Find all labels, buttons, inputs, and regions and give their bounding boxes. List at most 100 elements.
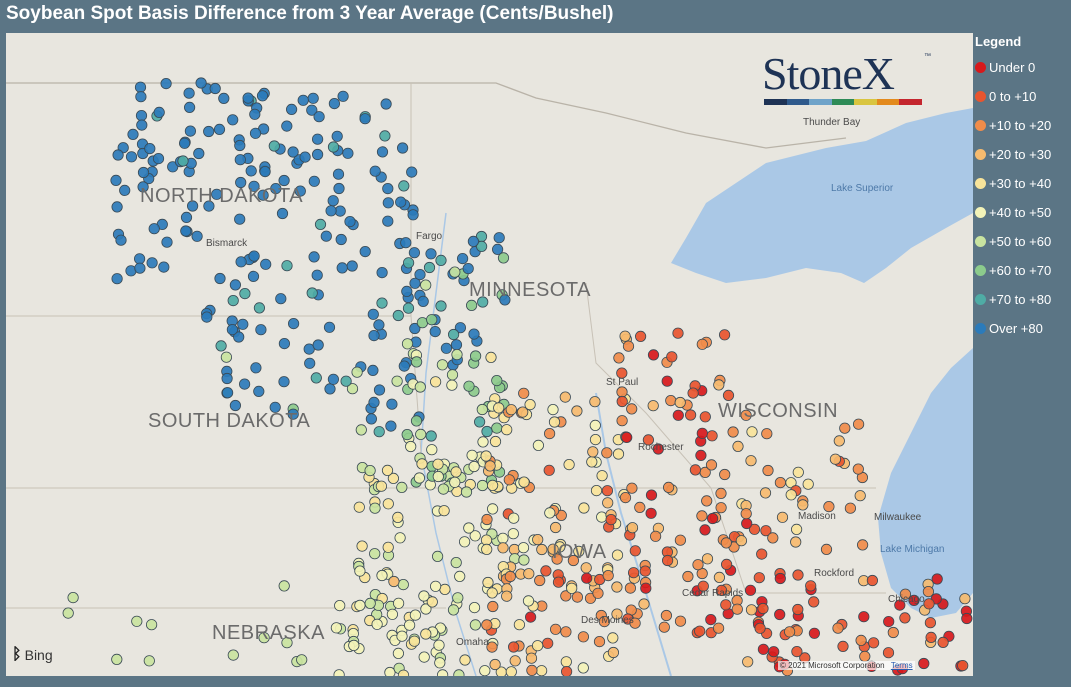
- elevator-marker[interactable]: [258, 632, 270, 644]
- elevator-marker[interactable]: [453, 669, 465, 676]
- elevator-marker[interactable]: [450, 466, 462, 478]
- elevator-marker[interactable]: [355, 424, 367, 436]
- elevator-marker[interactable]: [310, 372, 322, 384]
- elevator-marker[interactable]: [563, 458, 575, 471]
- elevator-marker[interactable]: [152, 153, 165, 165]
- elevator-marker[interactable]: [522, 595, 535, 607]
- elevator-marker[interactable]: [396, 630, 408, 642]
- elevator-marker[interactable]: [426, 314, 438, 326]
- elevator-marker[interactable]: [396, 481, 408, 493]
- elevator-marker[interactable]: [248, 180, 260, 192]
- elevator-marker[interactable]: [577, 631, 590, 643]
- elevator-marker[interactable]: [468, 460, 480, 473]
- elevator-marker[interactable]: [639, 565, 651, 577]
- elevator-marker[interactable]: [774, 476, 787, 489]
- elevator-marker[interactable]: [959, 593, 971, 605]
- elevator-marker[interactable]: [589, 419, 601, 431]
- elevator-marker[interactable]: [242, 92, 254, 104]
- elevator-marker[interactable]: [626, 522, 639, 534]
- elevator-marker[interactable]: [354, 565, 366, 577]
- elevator-marker[interactable]: [452, 592, 464, 604]
- elevator-marker[interactable]: [601, 447, 613, 459]
- elevator-marker[interactable]: [313, 111, 325, 123]
- elevator-marker[interactable]: [713, 571, 726, 584]
- elevator-marker[interactable]: [426, 596, 438, 608]
- elevator-marker[interactable]: [245, 165, 257, 177]
- elevator-marker[interactable]: [616, 367, 628, 379]
- elevator-marker[interactable]: [400, 237, 412, 249]
- elevator-marker[interactable]: [353, 501, 365, 513]
- elevator-marker[interactable]: [420, 603, 432, 615]
- elevator-marker[interactable]: [829, 453, 842, 465]
- elevator-marker[interactable]: [281, 637, 293, 649]
- elevator-marker[interactable]: [346, 383, 359, 395]
- elevator-marker[interactable]: [855, 634, 867, 647]
- elevator-marker[interactable]: [776, 511, 789, 523]
- elevator-marker[interactable]: [517, 406, 529, 418]
- elevator-marker[interactable]: [248, 250, 260, 262]
- elevator-marker[interactable]: [925, 631, 937, 644]
- elevator-marker[interactable]: [386, 398, 398, 410]
- elevator-marker[interactable]: [481, 543, 493, 556]
- elevator-marker[interactable]: [757, 643, 770, 655]
- elevator-marker[interactable]: [481, 513, 493, 526]
- legend-item[interactable]: +60 to +70: [975, 256, 1071, 285]
- elevator-marker[interactable]: [397, 669, 410, 676]
- elevator-marker[interactable]: [416, 458, 428, 470]
- elevator-marker[interactable]: [454, 322, 466, 334]
- elevator-marker[interactable]: [718, 329, 731, 341]
- elevator-marker[interactable]: [62, 607, 74, 619]
- elevator-marker[interactable]: [468, 601, 481, 614]
- elevator-marker[interactable]: [634, 330, 647, 342]
- elevator-marker[interactable]: [622, 340, 635, 352]
- elevator-marker[interactable]: [497, 252, 510, 264]
- elevator-marker[interactable]: [434, 657, 446, 669]
- elevator-marker[interactable]: [573, 545, 585, 558]
- elevator-marker[interactable]: [270, 183, 282, 195]
- elevator-marker[interactable]: [720, 558, 733, 571]
- elevator-marker[interactable]: [431, 550, 444, 563]
- elevator-marker[interactable]: [408, 247, 420, 259]
- elevator-marker[interactable]: [203, 125, 215, 138]
- elevator-marker[interactable]: [384, 666, 396, 676]
- elevator-marker[interactable]: [607, 646, 620, 659]
- elevator-marker[interactable]: [325, 205, 337, 217]
- elevator-marker[interactable]: [715, 487, 727, 499]
- elevator-marker[interactable]: [276, 207, 289, 220]
- elevator-marker[interactable]: [125, 151, 138, 163]
- elevator-marker[interactable]: [887, 626, 899, 639]
- elevator-marker[interactable]: [334, 599, 346, 612]
- elevator-marker[interactable]: [234, 139, 246, 152]
- elevator-marker[interactable]: [757, 602, 769, 615]
- elevator-marker[interactable]: [134, 253, 146, 265]
- elevator-marker[interactable]: [652, 443, 664, 455]
- elevator-marker[interactable]: [706, 430, 718, 442]
- elevator-marker[interactable]: [961, 612, 973, 625]
- elevator-marker[interactable]: [447, 328, 460, 341]
- elevator-marker[interactable]: [436, 359, 448, 371]
- elevator-marker[interactable]: [852, 418, 865, 430]
- elevator-marker[interactable]: [578, 502, 590, 514]
- elevator-marker[interactable]: [256, 90, 269, 102]
- elevator-marker[interactable]: [760, 525, 772, 537]
- elevator-marker[interactable]: [180, 225, 192, 237]
- elevator-marker[interactable]: [493, 402, 505, 414]
- elevator-marker[interactable]: [497, 532, 509, 544]
- elevator-marker[interactable]: [525, 652, 538, 664]
- elevator-marker[interactable]: [624, 582, 637, 594]
- legend-item[interactable]: +70 to +80: [975, 285, 1071, 314]
- elevator-marker[interactable]: [220, 351, 232, 363]
- legend-item[interactable]: Under 0: [975, 53, 1071, 82]
- elevator-marker[interactable]: [590, 484, 603, 497]
- elevator-marker[interactable]: [477, 296, 489, 308]
- elevator-marker[interactable]: [379, 130, 391, 142]
- elevator-marker[interactable]: [602, 569, 614, 582]
- elevator-marker[interactable]: [161, 236, 173, 248]
- elevator-marker[interactable]: [435, 300, 447, 312]
- elevator-marker[interactable]: [797, 499, 809, 511]
- elevator-marker[interactable]: [137, 166, 150, 179]
- elevator-marker[interactable]: [437, 669, 449, 676]
- elevator-marker[interactable]: [547, 403, 559, 416]
- elevator-marker[interactable]: [375, 480, 387, 492]
- elevator-marker[interactable]: [463, 522, 475, 534]
